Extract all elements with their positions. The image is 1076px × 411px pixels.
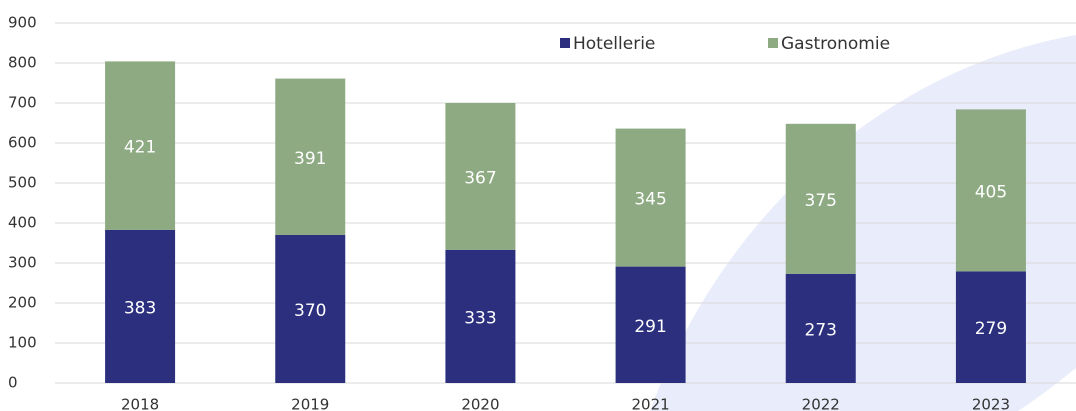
x-tick-label: 2021 <box>631 396 669 411</box>
x-tick-label: 2023 <box>972 396 1010 411</box>
bar-segment <box>445 103 516 250</box>
x-tick-label: 2018 <box>121 396 159 411</box>
legend-label: Gastronomie <box>781 34 890 54</box>
data-label: 367 <box>464 168 496 188</box>
bar-segment <box>615 266 686 383</box>
legend-swatch <box>768 38 778 48</box>
y-tick-label: 800 <box>8 54 37 72</box>
bar-segment <box>105 61 176 230</box>
data-label: 391 <box>294 149 326 169</box>
y-tick-label: 0 <box>8 374 18 392</box>
bar-segment <box>955 109 1026 272</box>
data-label: 383 <box>124 298 156 318</box>
data-label: 345 <box>634 190 666 210</box>
data-label: 405 <box>975 182 1007 202</box>
bar-segment <box>445 249 516 383</box>
legend-swatch <box>560 38 570 48</box>
data-label: 370 <box>294 301 326 321</box>
data-label: 273 <box>805 320 837 340</box>
bar-segment <box>615 128 686 267</box>
data-label: 333 <box>464 308 496 328</box>
y-tick-label: 500 <box>8 174 37 192</box>
bar-segment <box>105 229 176 383</box>
data-label: 291 <box>634 317 666 337</box>
data-label: 279 <box>975 319 1007 339</box>
bar-segment <box>955 271 1026 383</box>
y-tick-label: 100 <box>8 334 37 352</box>
legend-label: Hotellerie <box>573 34 655 54</box>
y-tick-label: 900 <box>8 14 37 32</box>
y-tick-label: 600 <box>8 134 37 152</box>
y-tick-label: 700 <box>8 94 37 112</box>
y-tick-label: 400 <box>8 214 37 232</box>
bar-segment <box>275 78 346 235</box>
bar-segment <box>785 123 856 274</box>
x-tick-label: 2019 <box>291 396 329 411</box>
bar-segment <box>275 235 346 383</box>
x-tick-label: 2022 <box>802 396 840 411</box>
data-label: 375 <box>805 191 837 211</box>
data-label: 421 <box>124 138 156 158</box>
bar-segment <box>785 273 856 383</box>
y-tick-label: 200 <box>8 294 37 312</box>
y-tick-label: 300 <box>8 254 37 272</box>
x-tick-label: 2020 <box>461 396 499 411</box>
